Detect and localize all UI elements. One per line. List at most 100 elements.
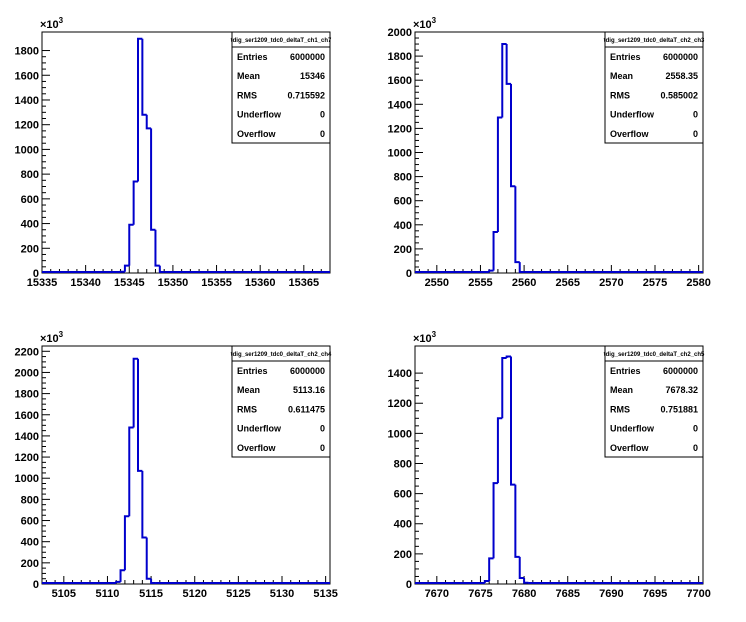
histogram-bin bbox=[128, 426, 134, 517]
stats-label: Overflow bbox=[610, 129, 650, 139]
y-tick-label: 400 bbox=[21, 219, 39, 231]
y-tick-label: 600 bbox=[21, 516, 39, 528]
stats-value: 0 bbox=[693, 424, 698, 434]
histogram-bin bbox=[145, 537, 152, 580]
stats-label: Entries bbox=[237, 52, 268, 62]
x-tick-label: 7685 bbox=[555, 588, 579, 600]
stats-label: Mean bbox=[610, 385, 633, 395]
histogram-bin bbox=[158, 265, 165, 273]
stats-box bbox=[231, 345, 331, 458]
stats-value: 15346 bbox=[300, 71, 325, 81]
histogram-bin bbox=[483, 579, 490, 583]
x-tick-label: 7695 bbox=[643, 588, 667, 600]
histogram-bin bbox=[518, 262, 525, 273]
x-tick-label: 5125 bbox=[226, 588, 250, 600]
y-tick-label: 2000 bbox=[15, 367, 39, 379]
stats-label: Mean bbox=[610, 71, 633, 81]
histogram-bin bbox=[501, 43, 507, 118]
exponent-label: ×103 bbox=[413, 16, 437, 31]
y-tick-label: 1400 bbox=[15, 95, 39, 107]
x-tick-label: 15345 bbox=[114, 277, 145, 289]
stats-label: Underflow bbox=[610, 424, 655, 434]
histogram-bin bbox=[514, 484, 520, 558]
y-tick-label: 0 bbox=[33, 579, 39, 591]
y-tick-label: 600 bbox=[21, 194, 39, 206]
histogram-panel-4: 0 200 400 600 800 1000 1200 1400 7670 7675 7680 768… bbox=[388, 330, 711, 600]
stats-value: 0 bbox=[320, 424, 325, 434]
stats-value: 0.611475 bbox=[288, 404, 325, 414]
exponent-label: ×103 bbox=[40, 16, 64, 31]
stats-box bbox=[604, 345, 704, 458]
stats-value: 0 bbox=[320, 110, 325, 120]
stats-label: Underflow bbox=[237, 110, 282, 120]
stats-label: Overflow bbox=[237, 443, 277, 453]
y-tick-label: 1200 bbox=[15, 452, 39, 464]
histogram-bin bbox=[154, 229, 160, 267]
x-tick-label: 5120 bbox=[182, 588, 206, 600]
histogram-bin bbox=[141, 38, 147, 116]
y-tick-label: 1600 bbox=[15, 70, 39, 82]
x-tick-label: 2575 bbox=[643, 277, 667, 289]
stats-box bbox=[604, 31, 704, 144]
x-tick-label: 2550 bbox=[425, 277, 449, 289]
stats-value: 0.585002 bbox=[660, 90, 698, 100]
histogram-panel-1: 0 200 400 600 800 1000 1200 1400 1600 1800 15335 15… bbox=[15, 16, 333, 289]
x-tick-label: 7675 bbox=[468, 588, 492, 600]
exponent-label: ×103 bbox=[413, 330, 437, 345]
histogram-bin bbox=[488, 269, 494, 272]
y-tick-label: 400 bbox=[394, 220, 412, 232]
y-tick-label: 1400 bbox=[15, 431, 39, 443]
histogram-bin bbox=[510, 356, 516, 486]
y-tick-label: 1600 bbox=[15, 410, 39, 422]
x-tick-label: 2580 bbox=[686, 277, 710, 289]
y-tick-label: 1200 bbox=[388, 123, 412, 135]
x-tick-label: 15350 bbox=[158, 277, 189, 289]
stats-label: Overflow bbox=[237, 129, 277, 139]
histogram-bin bbox=[123, 264, 130, 272]
stats-title: tdig_ser1209_tdc0_deltaT_ch1_ch7 bbox=[231, 38, 332, 44]
histogram-bin bbox=[492, 482, 498, 559]
stats-value: 6000000 bbox=[663, 366, 698, 376]
x-tick-label: 2570 bbox=[599, 277, 623, 289]
histogram-bin bbox=[123, 515, 130, 571]
y-tick-label: 600 bbox=[394, 489, 412, 501]
stats-title: tdig_ser1209_tdc0_deltaT_ch2_ch5 bbox=[604, 352, 705, 358]
histogram-bin bbox=[518, 556, 525, 579]
y-tick-label: 400 bbox=[394, 519, 412, 531]
stats-title: tdig_ser1209_tdc0_deltaT_ch2_ch3 bbox=[604, 38, 705, 44]
stats-label: Underflow bbox=[237, 424, 282, 434]
stats-label: RMS bbox=[237, 90, 257, 100]
y-tick-label: 1000 bbox=[388, 428, 412, 440]
y-tick-label: 1000 bbox=[15, 144, 39, 156]
stats-label: RMS bbox=[610, 404, 630, 414]
stats-value: 0 bbox=[693, 110, 698, 120]
y-tick-label: 800 bbox=[21, 169, 39, 181]
y-tick-label: 1000 bbox=[388, 148, 412, 160]
stats-label: Mean bbox=[237, 385, 260, 395]
histogram-bin bbox=[137, 358, 143, 472]
x-tick-label: 7670 bbox=[425, 588, 449, 600]
histogram-bin bbox=[137, 37, 143, 182]
stats-label: RMS bbox=[610, 90, 630, 100]
stats-label: Overflow bbox=[610, 443, 650, 453]
x-tick-label: 2560 bbox=[512, 277, 536, 289]
stats-value: 0.715592 bbox=[287, 90, 325, 100]
y-tick-label: 800 bbox=[21, 494, 39, 506]
stats-value: 6000000 bbox=[663, 52, 698, 62]
histogram-bin bbox=[496, 417, 503, 484]
histogram-bin bbox=[132, 180, 138, 225]
x-tick-label: 15360 bbox=[245, 277, 276, 289]
y-tick-label: 200 bbox=[394, 244, 412, 256]
histogram-bin bbox=[492, 231, 498, 271]
stats-value: 0.751881 bbox=[660, 404, 698, 414]
y-tick-label: 0 bbox=[406, 268, 412, 280]
histogram-bin bbox=[514, 186, 520, 264]
y-tick-label: 2200 bbox=[15, 346, 39, 358]
stats-label: Underflow bbox=[610, 110, 655, 120]
x-tick-label: 5130 bbox=[270, 588, 294, 600]
histogram-bin bbox=[145, 114, 152, 130]
y-tick-label: 1800 bbox=[15, 389, 39, 401]
stats-value: 0 bbox=[693, 443, 698, 453]
y-tick-label: 600 bbox=[394, 196, 412, 208]
